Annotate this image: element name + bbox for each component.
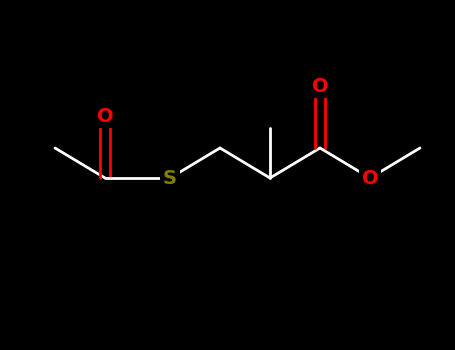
Text: O: O [312, 77, 329, 96]
Text: O: O [96, 106, 113, 126]
Text: S: S [163, 168, 177, 188]
Text: O: O [362, 168, 378, 188]
